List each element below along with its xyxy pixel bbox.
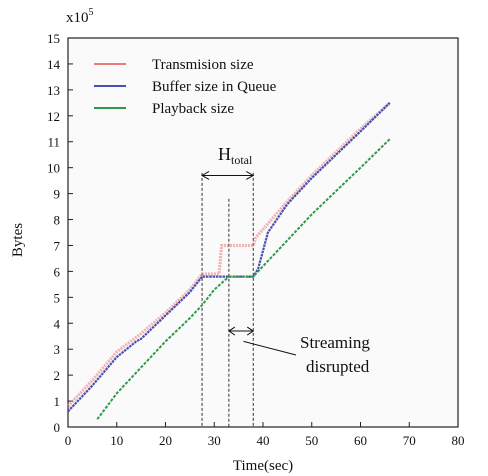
legend-label-buffer: Buffer size in Queue xyxy=(152,79,277,95)
x-tick-label: 20 xyxy=(159,433,172,448)
y-tick-label: 13 xyxy=(47,83,60,98)
y-tick-label: 10 xyxy=(47,161,60,176)
x-tick-label: 30 xyxy=(208,433,221,448)
disrupt-leader-line xyxy=(243,340,297,356)
legend: Transmision size Buffer size in Queue Pl… xyxy=(94,57,277,117)
y-tick-label: 12 xyxy=(47,109,60,124)
htotal-arrowhead-left xyxy=(201,171,210,180)
disrupted-label: disrupted xyxy=(306,357,370,376)
y-tick-label: 15 xyxy=(47,31,60,46)
series-group xyxy=(66,101,391,420)
reference-lines xyxy=(201,171,297,427)
disrupt-arrowhead-left xyxy=(227,326,236,336)
y-tick-label: 7 xyxy=(54,238,61,253)
y-tick-label: 4 xyxy=(54,316,61,331)
series-buffer xyxy=(67,102,391,413)
series-playback xyxy=(96,138,391,420)
y-multiplier-label: x105 xyxy=(66,7,94,26)
y-tick-label: 3 xyxy=(54,342,61,357)
x-tick-label: 60 xyxy=(354,433,367,448)
y-tick-label: 0 xyxy=(54,420,61,435)
x-tick-label: 10 xyxy=(110,433,123,448)
x-axis-ticks: 0 10 20 30 40 50 60 70 80 xyxy=(65,422,465,448)
y-axis-label: Bytes xyxy=(10,223,26,257)
y-tick-label: 14 xyxy=(47,57,61,72)
y-tick-label: 1 xyxy=(54,394,61,409)
legend-label-playback: Playback size xyxy=(152,101,234,117)
y-tick-label: 9 xyxy=(54,187,61,202)
htotal-arrowhead-right xyxy=(246,171,255,180)
y-tick-label: 5 xyxy=(54,290,61,305)
y-tick-label: 8 xyxy=(54,213,61,228)
x-tick-label: 50 xyxy=(305,433,318,448)
annotations: Htotal Streaming disrupted xyxy=(218,144,370,376)
disrupt-arrowhead-right xyxy=(246,326,255,336)
x-tick-label: 0 xyxy=(65,433,72,448)
htotal-label: Htotal xyxy=(218,144,253,167)
y-tick-label: 11 xyxy=(47,135,60,150)
x-tick-label: 70 xyxy=(403,433,416,448)
plot-area-frame xyxy=(67,37,459,428)
x-tick-label: 80 xyxy=(452,433,465,448)
series-transmission xyxy=(66,101,391,408)
streaming-label: Streaming xyxy=(300,333,370,352)
y-tick-label: 6 xyxy=(54,264,61,279)
legend-label-transmission: Transmision size xyxy=(152,57,254,73)
y-tick-label: 2 xyxy=(54,368,61,383)
x-tick-label: 40 xyxy=(257,433,270,448)
x-axis-label: Time(sec) xyxy=(233,458,293,474)
